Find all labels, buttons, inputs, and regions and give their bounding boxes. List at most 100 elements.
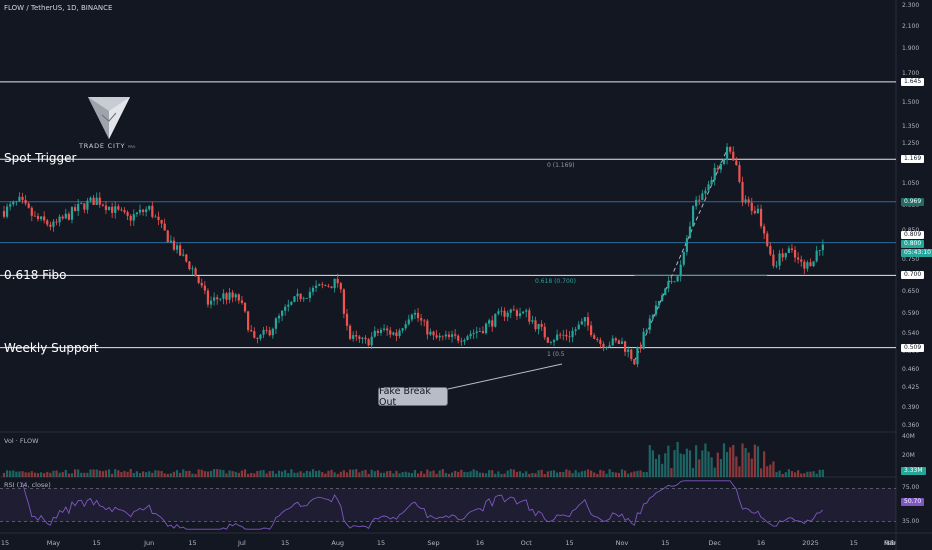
- candle-body: [747, 199, 750, 203]
- candle-body: [750, 202, 753, 211]
- volume-bar: [237, 472, 240, 477]
- candle-body: [775, 265, 778, 267]
- volume-bar: [670, 468, 673, 477]
- candle-body: [237, 294, 240, 301]
- volume-bar: [522, 473, 525, 477]
- candle-body: [488, 320, 491, 324]
- volume-bar: [64, 469, 67, 477]
- volume-bar: [540, 469, 543, 477]
- candle-body: [664, 288, 667, 296]
- volume-bar: [691, 467, 695, 477]
- volume-bar: [673, 450, 676, 477]
- candle-body: [800, 259, 803, 262]
- fake-breakout-callout[interactable]: Fake Break Out: [378, 386, 448, 408]
- time-tick-label: Oct: [520, 539, 532, 547]
- volume-bar: [806, 471, 809, 477]
- candle-body: [543, 326, 546, 338]
- candle-body: [169, 240, 172, 243]
- volume-bar: [148, 471, 151, 477]
- volume-bar: [172, 471, 176, 477]
- candle-body: [52, 221, 55, 227]
- volume-bar: [203, 471, 206, 477]
- candle-body: [503, 310, 506, 317]
- candle-body: [274, 318, 278, 329]
- volume-bar: [679, 453, 682, 477]
- volume-bar: [83, 472, 86, 477]
- price-tag-1645: 1.645: [901, 78, 925, 86]
- candle-body: [392, 332, 395, 335]
- candle-body: [463, 339, 466, 342]
- volume-bar: [197, 469, 200, 477]
- candle-body: [287, 304, 290, 307]
- candle-body: [259, 334, 262, 339]
- volume-bar: [114, 469, 117, 477]
- candle-body: [268, 330, 271, 336]
- candle-body: [815, 250, 818, 262]
- candle-body: [308, 291, 312, 298]
- candle-body: [617, 340, 621, 344]
- candle-body: [450, 334, 454, 337]
- volume-bar: [797, 470, 800, 477]
- candle-body: [710, 179, 713, 185]
- candle-body: [382, 328, 386, 330]
- candle-body: [141, 209, 145, 213]
- candle-body: [611, 338, 614, 346]
- price-tick-label: 0.390: [902, 403, 920, 411]
- volume-bar: [333, 472, 336, 477]
- fib-trend-line: [633, 149, 728, 362]
- volume-bar: [410, 473, 413, 477]
- candle-body: [657, 301, 661, 306]
- candle-body: [642, 331, 645, 349]
- price-tag-spot-trigger: 1.169: [901, 155, 925, 163]
- volume-bar: [141, 471, 145, 477]
- candle-body: [756, 208, 760, 214]
- volume-bar: [302, 472, 305, 477]
- candle-body: [593, 335, 596, 339]
- candle-body: [679, 264, 682, 277]
- time-tick-label: Mar: [883, 539, 897, 547]
- price-tick-label: 0.425: [902, 384, 920, 392]
- candle-body: [243, 302, 247, 312]
- volume-bar: [250, 472, 253, 477]
- volume-bar: [460, 469, 463, 477]
- candle-body: [231, 292, 234, 298]
- candle-body: [197, 276, 200, 283]
- volume-bar: [608, 469, 611, 477]
- volume-bar: [756, 446, 760, 477]
- time-tick-label: Jul: [238, 539, 246, 547]
- fib-level-618-label: 0.618 (0.700): [535, 278, 576, 285]
- volume-bar: [117, 470, 120, 477]
- candle-body: [24, 200, 27, 204]
- volume-bar: [398, 473, 401, 477]
- candle-body: [117, 206, 120, 210]
- candle-body: [138, 209, 142, 213]
- candle-body: [790, 248, 794, 250]
- candle-body: [203, 285, 206, 291]
- volume-bar: [123, 470, 126, 477]
- volume-bar: [537, 470, 540, 477]
- volume-bar: [571, 473, 574, 477]
- volume-bar: [120, 471, 123, 477]
- candle-body: [277, 315, 281, 319]
- price-tag-weekly-support: 0.509: [901, 344, 925, 352]
- volume-bar: [160, 470, 163, 477]
- volume-bar: [664, 453, 667, 477]
- rsi-last-tag: 50.70: [901, 498, 925, 506]
- volume-bar: [243, 469, 247, 477]
- volume-bar: [67, 473, 70, 477]
- candle-body: [216, 297, 219, 300]
- candle-body: [352, 335, 355, 339]
- candle-body: [586, 317, 590, 326]
- volume-bar: [766, 466, 769, 477]
- candle-body: [673, 281, 676, 283]
- candle-body: [321, 284, 324, 286]
- candle-body: [333, 278, 336, 289]
- candle-body: [556, 334, 559, 341]
- volume-bar: [438, 470, 441, 477]
- candle-body: [763, 226, 766, 234]
- candle-body: [534, 320, 537, 330]
- volume-bar: [339, 471, 342, 477]
- volume-bar: [701, 450, 704, 477]
- volume-bar: [314, 470, 318, 477]
